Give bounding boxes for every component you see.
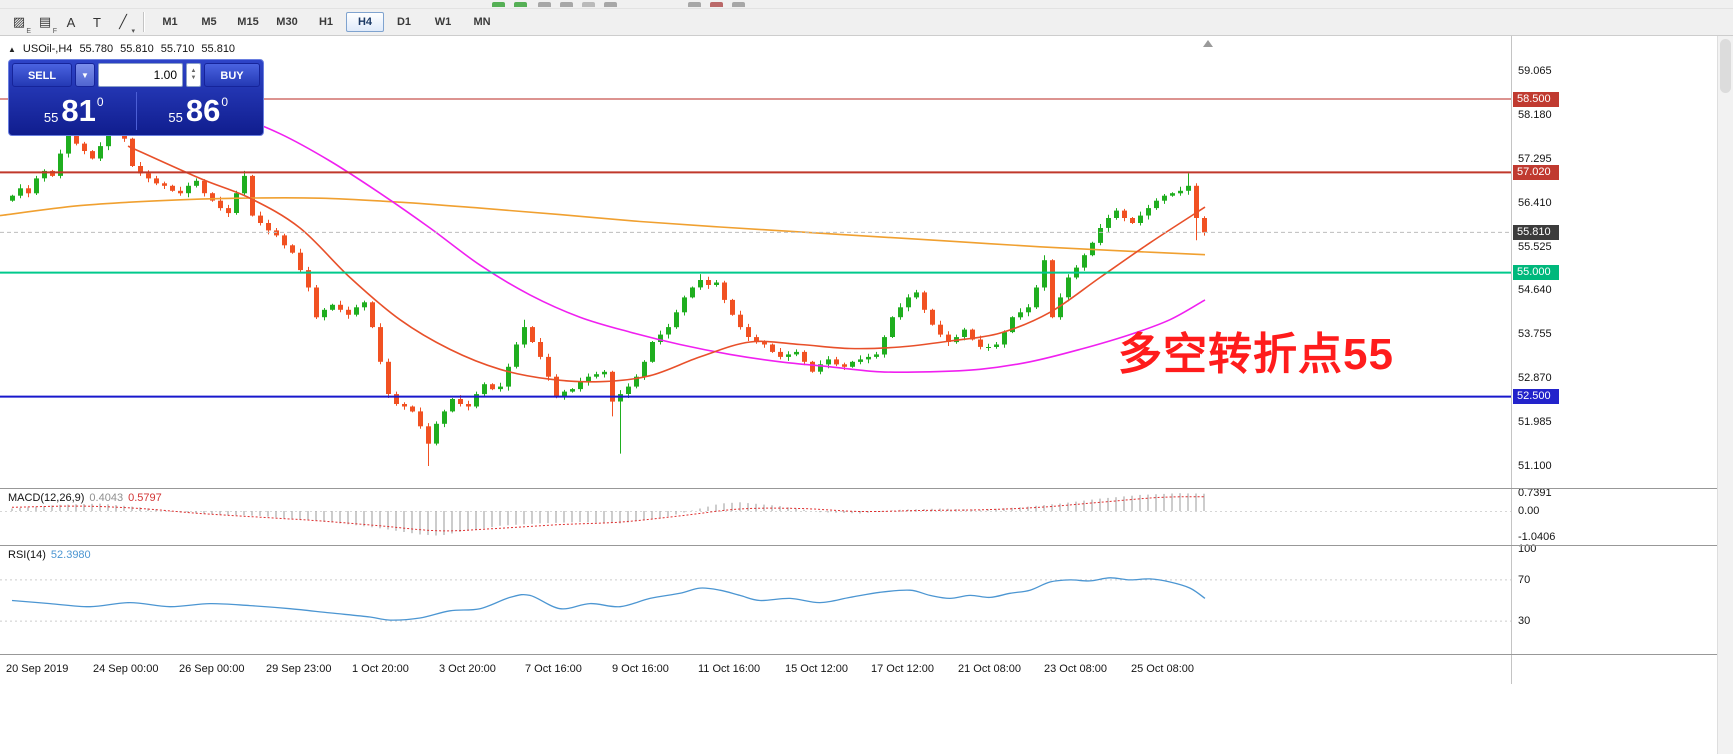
macd-scale-label: -1.0406 bbox=[1518, 531, 1556, 543]
price-tag: 57.020 bbox=[1513, 165, 1559, 180]
clipped-icon bbox=[688, 2, 701, 7]
buy-button[interactable]: BUY bbox=[204, 63, 260, 87]
quote-high: 55.810 bbox=[120, 43, 154, 55]
time-label: 11 Oct 16:00 bbox=[698, 663, 761, 675]
scale-separator bbox=[1511, 36, 1512, 684]
vertical-scrollbar[interactable] bbox=[1717, 36, 1733, 754]
quote-header: ▲ USOil-,H4 55.780 55.810 55.710 55.810 bbox=[8, 43, 235, 55]
price-tick: 51.100 bbox=[1518, 460, 1552, 472]
panel-separator[interactable] bbox=[0, 488, 1717, 489]
price-tick: 54.640 bbox=[1518, 284, 1552, 296]
price-tick: 51.985 bbox=[1518, 416, 1552, 428]
timeframe-m30[interactable]: M30 bbox=[276, 16, 298, 28]
clipped-icon bbox=[560, 2, 573, 7]
chevron-down-icon: ▼ bbox=[81, 70, 89, 80]
panel-separator bbox=[0, 654, 1717, 655]
line-tools-dropdown-icon[interactable]: ╱ ▾ bbox=[119, 14, 135, 35]
sell-button[interactable]: SELL bbox=[12, 63, 72, 87]
rsi-label: RSI(14) 52.3980 bbox=[8, 549, 91, 561]
price-tick: 55.525 bbox=[1518, 241, 1552, 253]
quote-low: 55.710 bbox=[160, 43, 195, 55]
quote-open: 55.780 bbox=[79, 43, 114, 55]
macd-scale-label: 0.00 bbox=[1518, 505, 1540, 517]
symbol-timeframe: USOil-,H4 bbox=[22, 43, 73, 55]
price-tick: 52.870 bbox=[1518, 372, 1552, 384]
rsi-canvas[interactable] bbox=[0, 546, 1511, 654]
timeframe-h4[interactable]: H4 bbox=[346, 12, 384, 32]
time-label: 29 Sep 23:00 bbox=[266, 663, 332, 675]
timeframe-mn[interactable]: MN bbox=[473, 16, 491, 28]
rsi-scale-label: 100 bbox=[1518, 543, 1537, 555]
time-label: 1 Oct 20:00 bbox=[352, 663, 409, 675]
clipped-icon bbox=[732, 2, 745, 7]
timeframe-m5[interactable]: M5 bbox=[201, 16, 217, 28]
toolbar-separator bbox=[143, 12, 144, 32]
toolbar: ▨ E ▤ F A T ╱ ▾ M1 M5 M15 M30 H1 H4 D1 W1 MN bbox=[0, 9, 1733, 36]
timeframe-h1[interactable]: H1 bbox=[318, 16, 334, 28]
price-tick: 58.180 bbox=[1518, 109, 1552, 121]
pattern-tool-e-icon[interactable]: ▨ E bbox=[12, 14, 31, 35]
time-label: 15 Oct 12:00 bbox=[785, 663, 848, 675]
volume-spinner[interactable]: ▲ ▼ bbox=[186, 63, 201, 87]
price-tag: 55.000 bbox=[1513, 265, 1559, 280]
clipped-toolbar-row bbox=[0, 0, 1733, 9]
timeframe-group: M1 M5 M15 M30 H1 H4 D1 W1 MN bbox=[151, 12, 501, 32]
price-tick: 59.065 bbox=[1518, 65, 1552, 77]
time-label: 24 Sep 00:00 bbox=[93, 663, 159, 675]
clipped-icon bbox=[492, 2, 505, 7]
chevron-down-icon: ▾ bbox=[131, 28, 135, 35]
pattern-tool-f-icon[interactable]: ▤ F bbox=[38, 14, 57, 35]
time-label: 26 Sep 00:00 bbox=[179, 663, 245, 675]
macd-canvas[interactable] bbox=[0, 489, 1511, 545]
rsi-scale-label: 70 bbox=[1518, 574, 1531, 586]
clipped-icon bbox=[582, 2, 595, 7]
time-label: 20 Sep 2019 bbox=[6, 663, 69, 675]
time-label: 23 Oct 08:00 bbox=[1044, 663, 1107, 675]
price-tick: 56.410 bbox=[1518, 197, 1552, 209]
clipped-icon bbox=[514, 2, 527, 7]
text-label-tool-icon[interactable]: T bbox=[93, 14, 101, 30]
clipped-icon bbox=[538, 2, 551, 7]
price-tag: 58.500 bbox=[1513, 92, 1559, 107]
buy-price-display[interactable]: 55 86 0 bbox=[168, 93, 229, 128]
timeframe-m1[interactable]: M1 bbox=[162, 16, 178, 28]
timeframe-d1[interactable]: D1 bbox=[396, 16, 412, 28]
sell-price-display[interactable]: 55 81 0 bbox=[43, 93, 104, 128]
one-click-trading-toggle-icon[interactable]: ▲ bbox=[8, 44, 16, 54]
rsi-scale-label: 30 bbox=[1518, 615, 1531, 627]
text-tool-icon[interactable]: A bbox=[66, 14, 76, 30]
price-tick: 53.755 bbox=[1518, 328, 1552, 340]
macd-label: MACD(12,26,9) 0.4043 0.5797 bbox=[8, 492, 162, 504]
price-tag: 55.810 bbox=[1513, 225, 1559, 240]
chart-shift-marker-icon bbox=[1203, 40, 1213, 47]
spinner-up-icon[interactable]: ▲ bbox=[190, 68, 197, 74]
clipped-icon bbox=[710, 2, 723, 7]
time-label: 17 Oct 12:00 bbox=[871, 663, 934, 675]
price-tick: 57.295 bbox=[1518, 153, 1552, 165]
time-label: 25 Oct 08:00 bbox=[1131, 663, 1194, 675]
time-label: 7 Oct 16:00 bbox=[525, 663, 582, 675]
price-divider bbox=[135, 92, 137, 130]
scrollbar-thumb[interactable] bbox=[1720, 39, 1731, 93]
quote-close: 55.810 bbox=[201, 43, 236, 55]
time-label: 9 Oct 16:00 bbox=[612, 663, 669, 675]
macd-scale-label: 0.7391 bbox=[1518, 487, 1552, 499]
time-label: 3 Oct 20:00 bbox=[439, 663, 496, 675]
price-tag: 52.500 bbox=[1513, 389, 1559, 404]
one-click-trading-panel: SELL ▼ ▲ ▼ BUY 55 81 0 55 86 0 bbox=[8, 59, 264, 136]
timeframe-m15[interactable]: M15 bbox=[237, 16, 259, 28]
panel-separator[interactable] bbox=[0, 545, 1717, 546]
pattern-f-glyph: ▤ bbox=[38, 14, 52, 29]
volume-input[interactable] bbox=[98, 63, 183, 87]
volume-dropdown-button[interactable]: ▼ bbox=[75, 63, 95, 87]
clipped-icon bbox=[604, 2, 617, 7]
timeframe-w1[interactable]: W1 bbox=[434, 16, 452, 28]
chart-annotation-text: 多空转折点55 bbox=[1118, 330, 1394, 379]
time-axis[interactable]: 20 Sep 2019 24 Sep 00:00 26 Sep 00:00 29 Se… bbox=[0, 656, 1717, 684]
price-scale[interactable]: 59.065 58.180 57.295 56.410 55.525 54.640 53.7… bbox=[1512, 36, 1717, 684]
time-label: 21 Oct 08:00 bbox=[958, 663, 1021, 675]
pattern-e-glyph: ▨ bbox=[12, 14, 26, 29]
spinner-down-icon[interactable]: ▼ bbox=[190, 75, 197, 81]
